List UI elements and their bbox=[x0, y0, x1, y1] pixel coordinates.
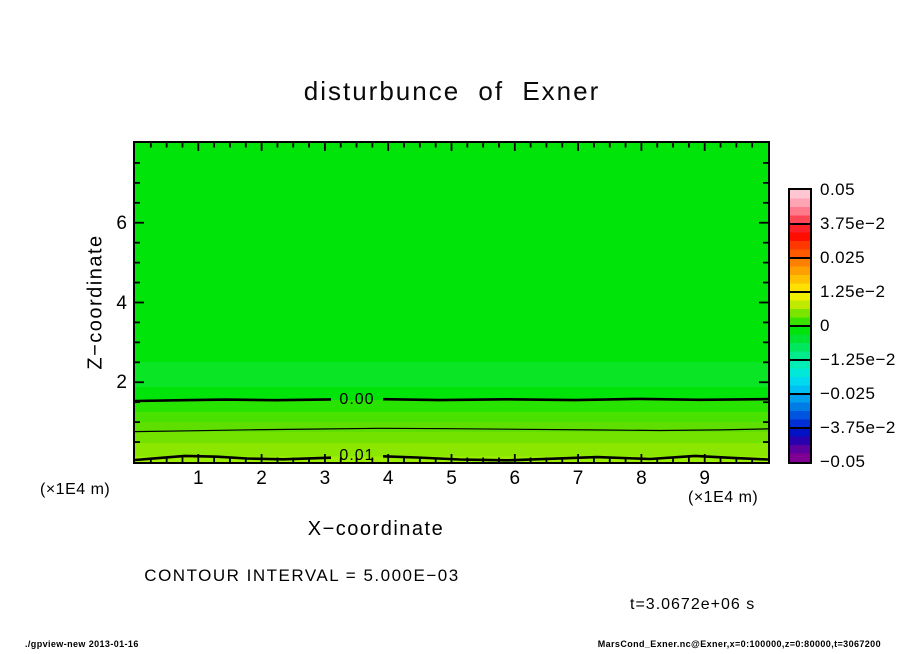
colorbar-label: 3.75e−2 bbox=[820, 214, 886, 233]
page-title: disturbunce of Exner bbox=[303, 76, 601, 106]
x-tick-label: 2 bbox=[256, 468, 267, 489]
colorbar-divider bbox=[790, 393, 810, 395]
colorbar-label: 0.025 bbox=[820, 248, 866, 267]
time-label: t=3.0672e+06 s bbox=[630, 596, 756, 613]
colorbar-segment bbox=[790, 360, 810, 394]
colorbar-divider bbox=[790, 325, 810, 327]
colorbar-segment bbox=[790, 292, 810, 326]
x-tick-label: 1 bbox=[193, 468, 204, 489]
footer-data-source: MarsCond_Exner.nc@Exner,x=0:100000,z=0:8… bbox=[597, 639, 881, 649]
x-tick-label: 3 bbox=[319, 468, 331, 489]
colorbar-label: 1.25e−2 bbox=[820, 282, 886, 301]
colorbar-divider bbox=[790, 291, 810, 293]
colorbar bbox=[788, 188, 812, 464]
x-tick-label: 9 bbox=[699, 468, 710, 489]
x-tick-label: 5 bbox=[446, 468, 457, 489]
contour-line-0.00 bbox=[135, 397, 768, 403]
colorbar-label: −3.75e−2 bbox=[820, 418, 896, 437]
contour-label-0.00: 0.00 bbox=[339, 391, 375, 408]
x-unit-label-left: (×1E4 m) bbox=[40, 481, 111, 498]
plot-area: 0.00 0.01 bbox=[133, 141, 770, 464]
contour-label-0.01: 0.01 bbox=[339, 447, 375, 464]
contour-line-0.005 bbox=[135, 427, 768, 433]
colorbar-label: 0 bbox=[820, 316, 830, 335]
footer-program-date: ./gpview-new 2013-01-16 bbox=[25, 639, 139, 649]
x-tick-label: 4 bbox=[382, 468, 394, 489]
colorbar-divider bbox=[790, 427, 810, 429]
colorbar-segment bbox=[790, 224, 810, 258]
x-unit-label-right: (×1E4 m) bbox=[688, 489, 759, 506]
colorbar-label: −0.025 bbox=[820, 384, 876, 403]
colorbar-label: 0.05 bbox=[820, 180, 856, 199]
colorbar-divider bbox=[790, 223, 810, 225]
y-tick-label: 6 bbox=[116, 212, 127, 234]
colorbar-divider bbox=[790, 257, 810, 259]
colorbar-segment bbox=[790, 428, 810, 462]
contour-lines-and-ticks bbox=[135, 143, 768, 462]
contour-interval-text: CONTOUR INTERVAL = 5.000E−03 bbox=[144, 566, 460, 585]
colorbar-segment bbox=[790, 394, 810, 428]
colorbar-segment bbox=[790, 190, 810, 224]
colorbar-segment bbox=[790, 326, 810, 360]
y-tick-label: 4 bbox=[116, 292, 127, 314]
x-tick-label: 6 bbox=[509, 468, 521, 489]
axis-ticks bbox=[135, 143, 768, 462]
x-tick-label: 8 bbox=[636, 468, 647, 489]
colorbar-label: −0.05 bbox=[820, 452, 866, 471]
colorbar-label: −1.25e−2 bbox=[820, 350, 896, 369]
contour-line-0.01 bbox=[135, 454, 768, 462]
colorbar-segment bbox=[790, 258, 810, 292]
y-tick-label: 2 bbox=[116, 372, 127, 394]
colorbar-divider bbox=[790, 359, 810, 361]
x-tick-label: 7 bbox=[572, 468, 584, 489]
x-axis-title: X−coordinate bbox=[307, 518, 445, 540]
